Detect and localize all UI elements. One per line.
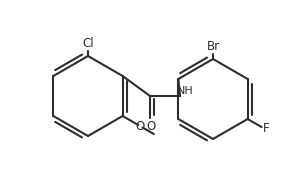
Text: O: O [135,120,145,132]
Text: NH: NH [177,86,194,96]
Text: Cl: Cl [82,37,94,50]
Text: Br: Br [206,40,220,53]
Text: O: O [146,120,156,133]
Text: F: F [263,122,270,134]
